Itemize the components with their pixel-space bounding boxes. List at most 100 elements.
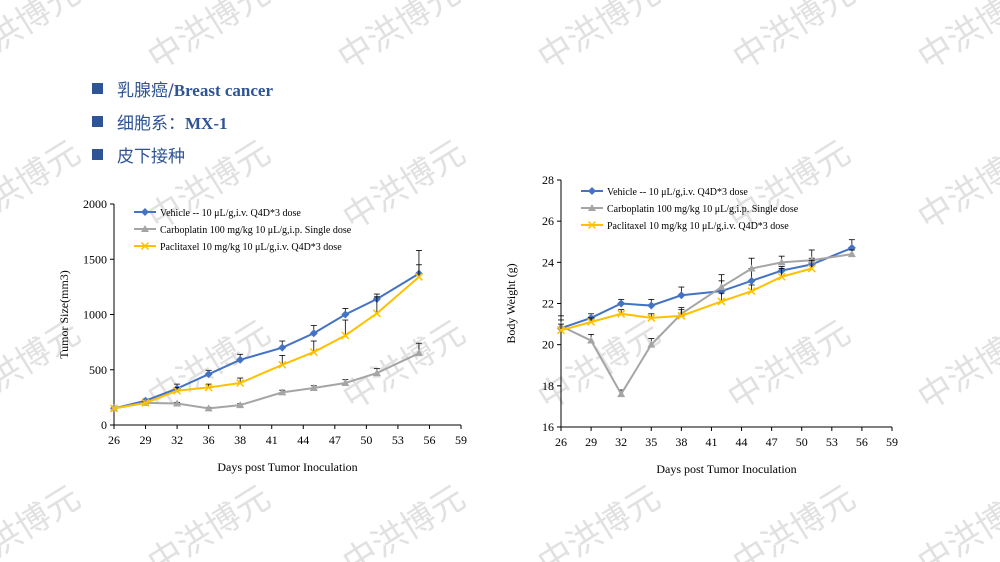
legend-label: Vehicle -- 10 μL/g,i.v. Q4D*3 dose [160, 208, 301, 219]
y-tick-label: 16 [542, 420, 554, 434]
legend-item: Vehicle -- 10 μL/g,i.v. Q4D*3 dose [134, 208, 301, 219]
data-point [140, 241, 150, 251]
data-point [236, 355, 245, 364]
series-line [560, 253, 853, 397]
bullet-item: 乳腺癌/Breast cancer [92, 72, 273, 105]
data-series [556, 259, 816, 335]
legend-item: Carboplatin 100 mg/kg 10 μL/g,i.p. Singl… [581, 204, 799, 215]
data-point [717, 297, 726, 306]
data-point [617, 309, 626, 318]
legend-item: Carboplatin 100 mg/kg 10 μL/g,i.p. Singl… [134, 225, 352, 236]
watermark-text: 中洪博元 [336, 314, 471, 418]
y-tick-label: 1500 [83, 252, 107, 266]
data-point [587, 317, 596, 327]
legend-item: Vehicle -- 10 μL/g,i.v. Q4D*3 dose [581, 187, 748, 198]
watermark-text: 中洪博元 [721, 314, 856, 418]
y-tick-label: 20 [542, 338, 554, 352]
x-tick-label: 41 [266, 433, 278, 447]
y-tick-label: 18 [542, 379, 554, 393]
data-point [309, 348, 318, 357]
y-tick-label: 500 [89, 363, 107, 377]
y-tick-label: 1000 [83, 308, 107, 322]
watermark-text: 中洪博元 [911, 0, 1000, 78]
data-series [109, 264, 423, 413]
x-tick-label: 29 [585, 435, 597, 449]
watermark-text: 中洪博元 [531, 0, 666, 78]
series-line [113, 272, 420, 410]
x-tick-label: 26 [108, 433, 120, 447]
bullet-square-icon [92, 149, 103, 160]
series-line [113, 352, 420, 410]
x-tick-label: 56 [856, 435, 868, 449]
watermark-text: 中洪博元 [0, 0, 87, 78]
x-axis-label: Days post Tumor Inoculation [656, 462, 796, 476]
legend-label: Paclitaxel 10 mg/kg 10 μL/g,i.v. Q4D*3 d… [160, 242, 342, 253]
legend-label: Paclitaxel 10 mg/kg 10 μL/g,i.v. Q4D*3 d… [607, 221, 789, 232]
data-point [647, 313, 656, 322]
watermark-text: 中洪博元 [331, 0, 466, 78]
watermark-text: 中洪博元 [0, 479, 87, 562]
data-point [236, 378, 245, 388]
x-tick-label: 53 [392, 433, 404, 447]
watermark-text: 中洪博元 [336, 134, 471, 238]
data-point [372, 309, 381, 318]
watermark-text: 中洪博元 [531, 314, 666, 418]
y-axis-label: Tumor Size(mm3) [57, 270, 71, 359]
data-point [747, 276, 756, 285]
data-point [372, 369, 381, 377]
x-tick-label: 41 [705, 435, 717, 449]
watermark-text: 中洪博元 [141, 314, 276, 418]
x-axis-label: Days post Tumor Inoculation [217, 460, 357, 474]
watermark-text: 中洪博元 [141, 479, 276, 562]
watermark-text: 中洪博元 [726, 479, 861, 562]
watermark-text: 中洪博元 [141, 0, 276, 78]
y-tick-label: 22 [542, 297, 554, 311]
x-tick-label: 44 [297, 433, 309, 447]
data-point [747, 287, 756, 296]
x-tick-label: 29 [140, 433, 152, 447]
x-tick-label: 59 [886, 435, 898, 449]
data-point [141, 225, 149, 232]
x-tick-label: 32 [615, 435, 627, 449]
x-tick-label: 56 [423, 433, 435, 447]
bullet-item: 皮下接种 [92, 138, 273, 171]
bullet-text: 皮下接种 [117, 147, 185, 167]
x-tick-label: 35 [645, 435, 657, 449]
x-tick-label: 53 [826, 435, 838, 449]
watermark-text: 中洪博元 [726, 0, 861, 78]
data-point [588, 187, 596, 195]
x-tick-label: 32 [171, 433, 183, 447]
x-tick-label: 50 [360, 433, 372, 447]
data-point [204, 370, 213, 379]
series-line [113, 276, 420, 410]
legend-item: Paclitaxel 10 mg/kg 10 μL/g,i.v. Q4D*3 d… [581, 220, 789, 232]
data-series [110, 342, 423, 412]
watermark-text: 中洪博元 [531, 479, 666, 562]
data-point [617, 299, 626, 308]
data-point [847, 250, 856, 258]
data-point [777, 272, 786, 281]
x-tick-label: 38 [234, 433, 246, 447]
watermark-text: 中洪博元 [911, 314, 1000, 418]
watermark-text: 中洪博元 [141, 134, 276, 238]
watermark-text: 中洪博元 [0, 134, 87, 238]
data-point [588, 204, 596, 211]
data-point [647, 301, 656, 310]
data-point [278, 360, 287, 369]
y-tick-label: 26 [542, 214, 554, 228]
data-point [777, 258, 786, 266]
bullet-square-icon [92, 116, 103, 127]
series-line [560, 246, 853, 330]
y-tick-label: 28 [542, 173, 554, 187]
watermark-text: 中洪博元 [336, 479, 471, 562]
x-tick-label: 44 [736, 435, 748, 449]
x-tick-label: 47 [766, 435, 778, 449]
data-point [617, 390, 626, 398]
x-tick-label: 50 [796, 435, 808, 449]
y-tick-label: 0 [101, 418, 107, 432]
data-point [717, 283, 726, 291]
data-point [278, 388, 287, 396]
data-point [677, 291, 686, 300]
watermark-text: 中洪博元 [911, 479, 1000, 562]
bullet-list: 乳腺癌/Breast cancer 细胞系：MX-1 皮下接种 [92, 72, 273, 171]
